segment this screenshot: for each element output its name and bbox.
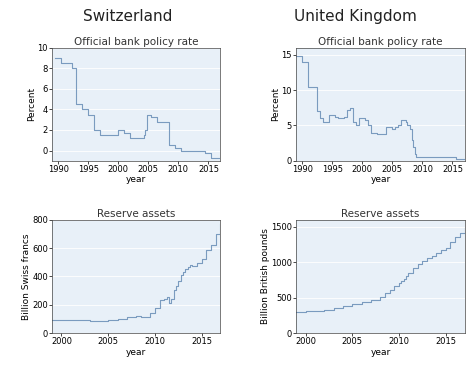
Title: Reserve assets: Reserve assets [341,209,419,219]
Title: Official bank policy rate: Official bank policy rate [74,37,199,47]
Text: Switzerland: Switzerland [83,9,173,24]
X-axis label: year: year [126,348,146,356]
X-axis label: year: year [370,348,391,356]
Y-axis label: Percent: Percent [271,87,280,121]
Title: Reserve assets: Reserve assets [97,209,175,219]
Y-axis label: Billion British pounds: Billion British pounds [261,228,270,324]
X-axis label: year: year [370,175,391,184]
Text: United Kingdom: United Kingdom [294,9,417,24]
X-axis label: year: year [126,175,146,184]
Y-axis label: Billion Swiss francs: Billion Swiss francs [22,233,31,320]
Y-axis label: Percent: Percent [27,87,36,121]
Title: Official bank policy rate: Official bank policy rate [318,37,443,47]
